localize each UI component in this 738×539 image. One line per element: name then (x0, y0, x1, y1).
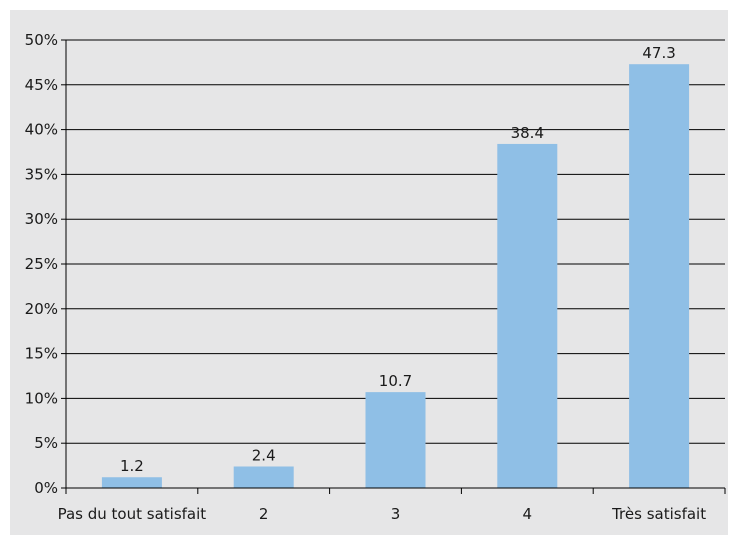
bar (101, 477, 162, 488)
y-tick-label: 5% (34, 434, 58, 452)
bar (365, 392, 426, 488)
y-tick-label: 0% (34, 479, 58, 497)
chart-frame: 0% 5% 10% 15% 20% 25% 30% 35% 40% 45% 50% 1.2 Pas du… (10, 10, 728, 535)
y-tick-label: 35% (25, 165, 58, 183)
y-tick-label: 40% (25, 121, 58, 139)
labels: 0% 5% 10% 15% 20% 25% 30% 35% 40% 45% 50% 1.2 Pas du… (25, 31, 707, 523)
axes (61, 39, 726, 494)
y-tick-label: 30% (25, 210, 58, 228)
y-tick-label: 15% (25, 345, 58, 363)
y-tick-label: 25% (25, 255, 58, 273)
x-tick-label: 3 (391, 505, 401, 523)
data-label: 47.3 (642, 44, 675, 62)
x-tick-label: 2 (259, 505, 269, 523)
bar-chart: 0% 5% 10% 15% 20% 25% 30% 35% 40% 45% 50% 1.2 Pas du… (25, 31, 726, 523)
x-tick-label: Pas du tout satisfait (58, 505, 207, 523)
gridlines (66, 39, 725, 444)
bar (233, 466, 294, 488)
data-label: 10.7 (379, 372, 412, 390)
y-tick-label: 20% (25, 300, 58, 318)
bars (101, 64, 690, 488)
x-tick-label: 4 (523, 505, 533, 523)
y-tick-label: 45% (25, 76, 58, 94)
y-tick-label: 10% (25, 389, 58, 407)
bar (629, 64, 690, 488)
y-tick-label: 50% (25, 31, 58, 49)
bar (497, 143, 558, 488)
data-label: 2.4 (252, 446, 276, 464)
x-tick-label: Très satisfait (611, 505, 706, 523)
data-label: 38.4 (511, 124, 544, 142)
data-label: 1.2 (120, 457, 144, 475)
